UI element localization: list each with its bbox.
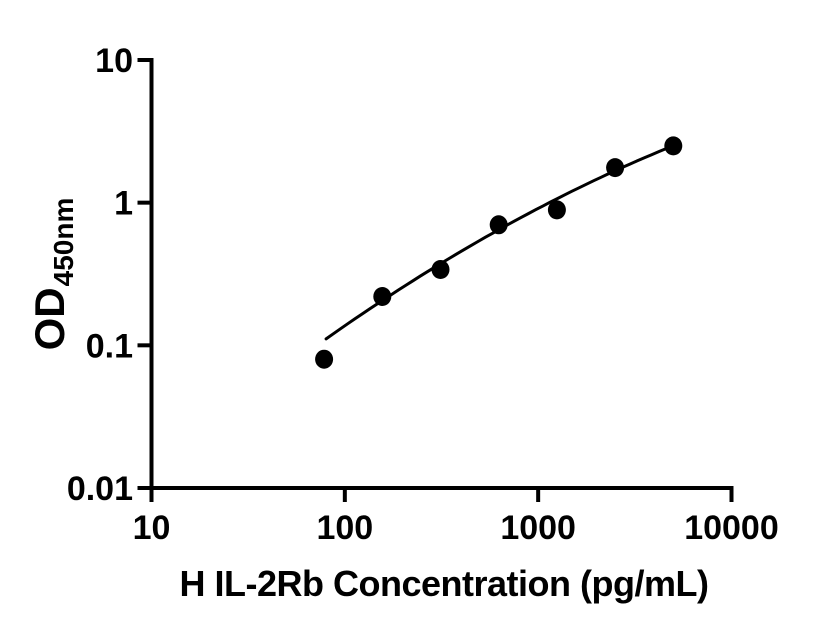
y-tick-label-10: 10: [95, 42, 133, 80]
y-tick-label-1: 1: [114, 185, 133, 223]
y-tick-label-0.01: 0.01: [67, 470, 133, 508]
data-series-group: [315, 136, 683, 369]
x-tick-label-100: 100: [316, 509, 373, 547]
axes-group: 10 100 1000 10000 10 1 0.1 0.01: [67, 42, 779, 547]
data-point-4: [489, 215, 508, 235]
y-axis-title: OD450nm: [26, 198, 79, 351]
data-point-1: [315, 349, 334, 369]
data-point-5: [547, 200, 566, 220]
data-point-3: [431, 260, 450, 279]
y-tick-label-0.1: 0.1: [86, 327, 133, 365]
x-tick-label-1000: 1000: [500, 509, 576, 547]
y-axis-title-main: OD: [26, 287, 73, 350]
x-axis-title: H IL-2Rb Concentration (pg/mL): [180, 563, 709, 604]
x-tick-label-10000: 10000: [684, 509, 779, 547]
data-point-6: [606, 158, 625, 178]
y-axis-title-subscript: 450nm: [48, 198, 79, 287]
data-point-2: [373, 287, 392, 306]
data-point-7: [664, 136, 683, 156]
x-tick-label-10: 10: [133, 509, 171, 547]
